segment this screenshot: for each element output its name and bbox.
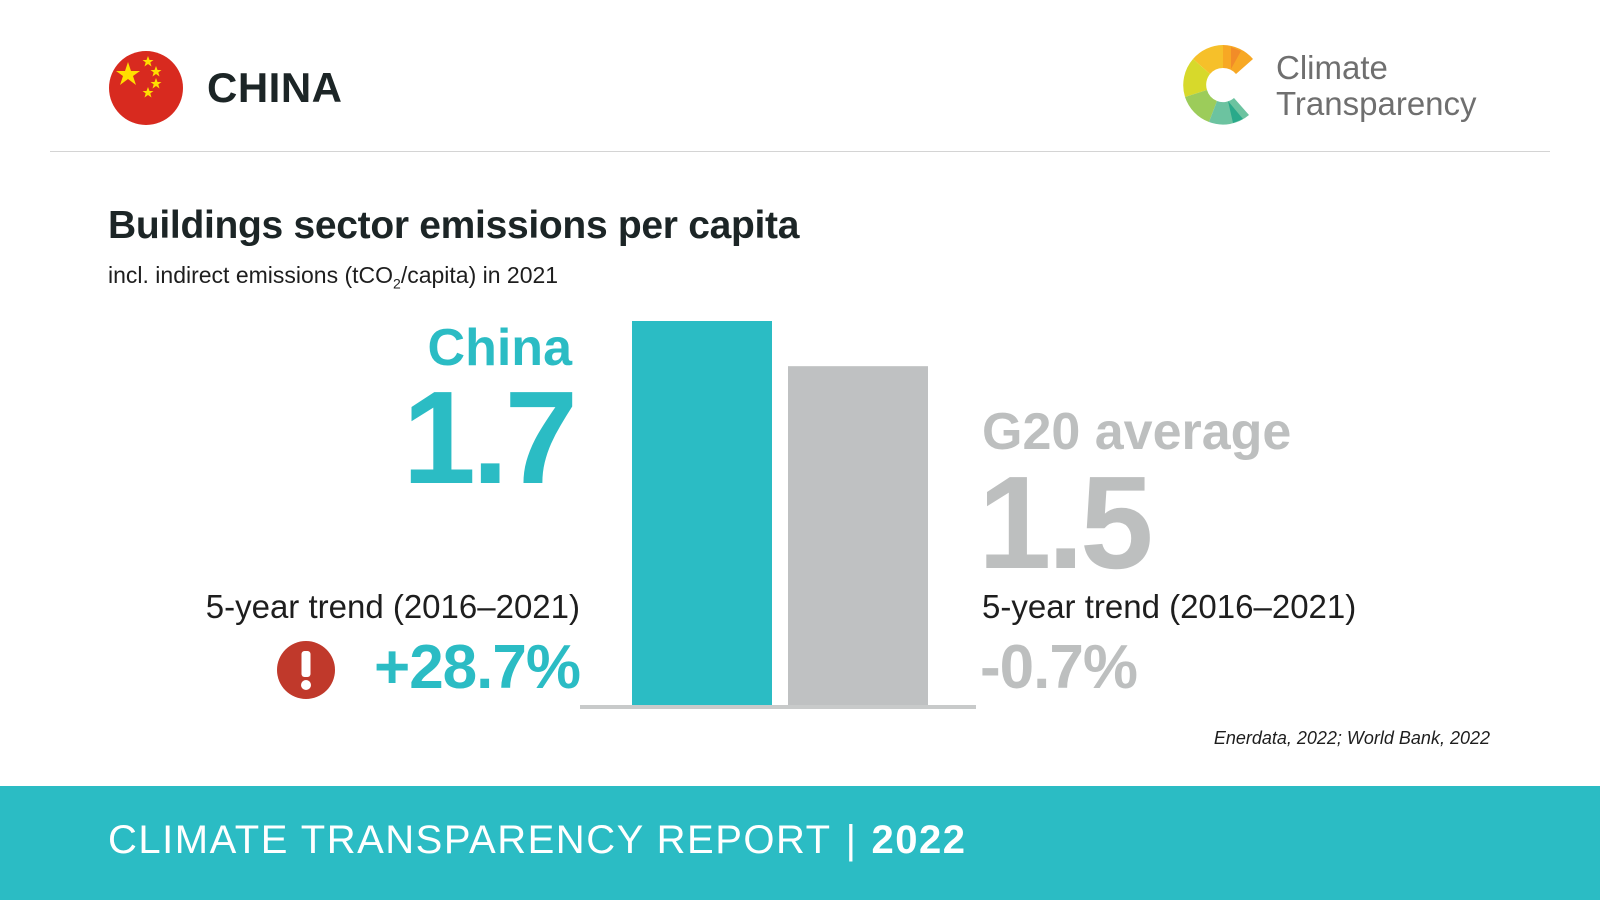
- g20-trend-value: -0.7%: [980, 633, 1138, 702]
- footer-report-name: CLIMATE TRANSPARENCY REPORT: [108, 818, 832, 862]
- header-divider: [50, 151, 1550, 152]
- logo-line-1: Climate: [1276, 49, 1388, 86]
- footer-separator: |: [845, 818, 858, 862]
- china-value: 1.7: [402, 364, 578, 511]
- china-trend-label: 5-year trend (2016–2021): [205, 588, 580, 625]
- subtitle-subscript: 2: [393, 275, 401, 292]
- g20-label: G20 average: [982, 403, 1292, 461]
- logo-line-2: Transparency: [1276, 85, 1477, 122]
- country-title: CHINA: [207, 64, 343, 111]
- logo-text: Climate Transparency: [1276, 50, 1477, 122]
- chart-subtitle: incl. indirect emissions (tCO2/capita) i…: [108, 262, 558, 292]
- footer-text: CLIMATE TRANSPARENCY REPORT | 2022: [108, 818, 966, 863]
- bar-g20-average: [788, 366, 928, 705]
- exclamation-warning-icon: [277, 641, 335, 699]
- subtitle-text-start: incl. indirect emissions (tCO: [108, 262, 394, 288]
- climate-transparency-logo-icon: [1183, 45, 1253, 125]
- g20-value: 1.5: [978, 449, 1153, 596]
- g20-trend-label: 5-year trend (2016–2021): [982, 588, 1357, 625]
- bars-group: [632, 321, 928, 705]
- chart-title: Buildings sector emissions per capita: [108, 204, 800, 247]
- footer-bar: [0, 786, 1600, 900]
- china-label: China: [427, 319, 572, 377]
- bar-chart: [580, 321, 976, 709]
- bar-china: [632, 321, 772, 705]
- source-note: Enerdata, 2022; World Bank, 2022: [1213, 728, 1490, 748]
- footer-year: 2022: [871, 818, 967, 862]
- subtitle-text-end: /capita) in 2021: [400, 262, 559, 288]
- china-flag-icon: [109, 51, 183, 125]
- china-trend-value: +28.7%: [373, 633, 581, 702]
